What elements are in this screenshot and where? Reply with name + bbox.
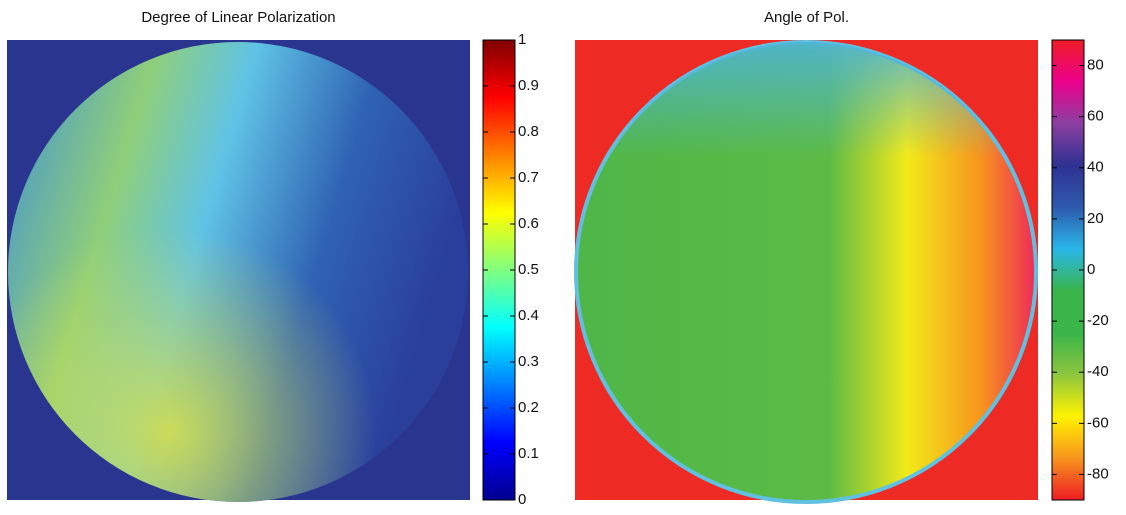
colorbar-tick-label: -20 bbox=[1087, 312, 1109, 329]
colorbar-tick-label: -80 bbox=[1087, 465, 1109, 482]
chart-title: Degree of Linear Polarization bbox=[141, 9, 335, 26]
colorbar-tick-label: 60 bbox=[1087, 108, 1104, 125]
colorbar-tick-label: 0.4 bbox=[518, 307, 539, 324]
colorbar-tick-label: 20 bbox=[1087, 210, 1104, 227]
colorbar-tick-label: -60 bbox=[1087, 414, 1109, 431]
sky-disc-overlay bbox=[576, 42, 1036, 502]
colorbar-tick-label: 0 bbox=[1087, 261, 1095, 278]
image-left bbox=[7, 40, 470, 502]
colorbar-tick-label: 0.2 bbox=[518, 399, 539, 416]
sky-disc-overlay bbox=[8, 42, 468, 502]
image-right bbox=[575, 40, 1038, 502]
chart-title: Angle of Pol. bbox=[764, 9, 849, 26]
colorbar-tick-label: 40 bbox=[1087, 159, 1104, 176]
colorbar-tick-label: 0 bbox=[518, 491, 526, 508]
colorbar-tick-label: 80 bbox=[1087, 57, 1104, 74]
colorbar-tick-label: 0.5 bbox=[518, 261, 539, 278]
colorbar-tick-label: 0.7 bbox=[518, 169, 539, 186]
colorbar-tick-label: 0.3 bbox=[518, 353, 539, 370]
colorbar-tick-label: 0.8 bbox=[518, 123, 539, 140]
colorbar-tick-label: 1 bbox=[518, 31, 526, 48]
colorbar-tick-label: 0.6 bbox=[518, 215, 539, 232]
figure: Degree of Linear Polarization 0 0.1 0.2 0.3 0… bbox=[0, 0, 1126, 515]
colorbar-tick-label: -40 bbox=[1087, 363, 1109, 380]
colorbar-tick-label: 0.1 bbox=[518, 445, 539, 462]
colorbar-tick-label: 0.9 bbox=[518, 77, 539, 94]
page: {"chart_data": [ {"type": "image", "titl… bbox=[0, 0, 1126, 515]
